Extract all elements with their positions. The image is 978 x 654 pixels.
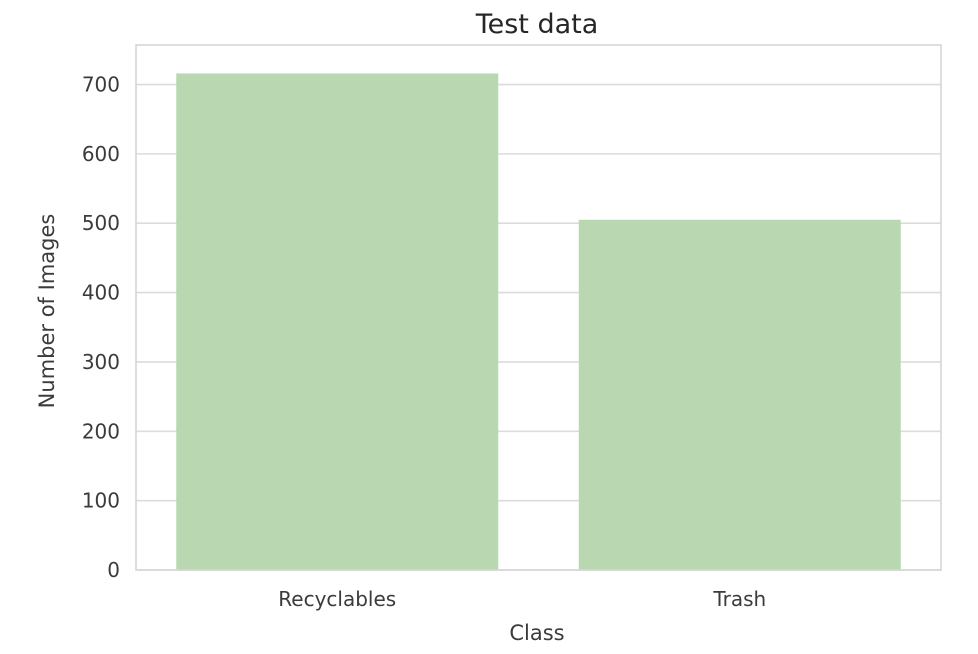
y-tick-label-700: 700 <box>82 73 120 97</box>
y-tick-label-0: 0 <box>107 558 120 582</box>
bar-recyclables <box>176 73 499 571</box>
bar-trash <box>578 219 901 570</box>
bars <box>176 73 901 571</box>
x-tick-label-trash: Trash <box>712 587 766 611</box>
y-tick-label-600: 600 <box>82 142 120 166</box>
plot-frame <box>135 44 942 571</box>
y-tick-label-500: 500 <box>82 211 120 235</box>
y-tick-label-400: 400 <box>82 281 120 305</box>
y-tick-label-200: 200 <box>82 419 120 443</box>
y-axis-label: Number of Images <box>35 214 59 409</box>
x-axis-label: Class <box>509 621 564 645</box>
x-tick-label-recyclables: Recyclables <box>278 587 396 611</box>
chart-title: Test data <box>475 9 599 40</box>
y-tick-label-300: 300 <box>82 350 120 374</box>
y-tick-labels: 0 100 200 300 400 500 600 700 <box>82 73 120 582</box>
y-tick-label-100: 100 <box>82 489 120 513</box>
x-tick-labels: Recyclables Trash <box>278 587 766 611</box>
